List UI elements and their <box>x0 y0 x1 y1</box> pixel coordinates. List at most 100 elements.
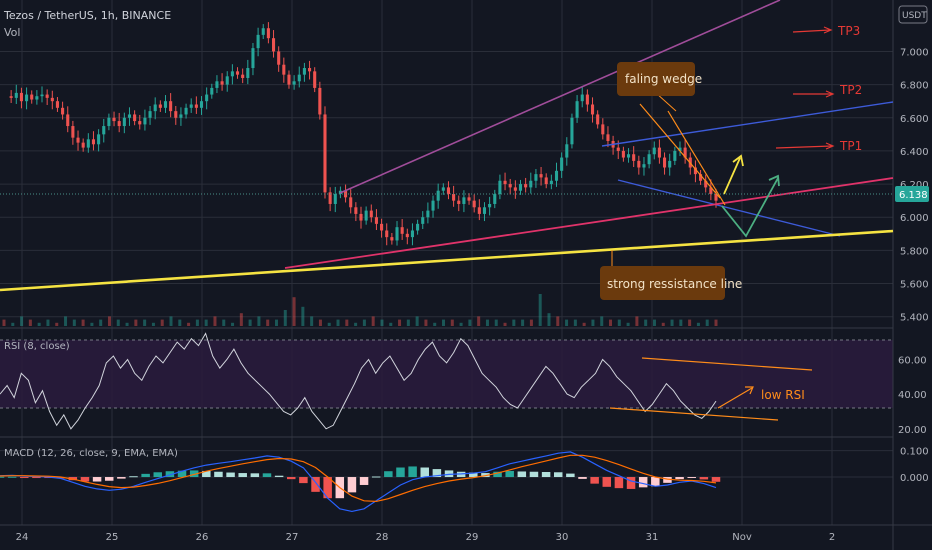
candle-body <box>189 104 193 108</box>
macd-tick-label: 0.000 <box>900 473 929 484</box>
volume-bar <box>600 316 604 326</box>
candle-body <box>416 223 420 231</box>
projection-arrow-yellow[interactable] <box>723 157 741 195</box>
macd-hist-bar <box>92 477 102 482</box>
volume-bar <box>459 322 463 326</box>
volume-bar <box>389 322 393 326</box>
time-tick-label: 25 <box>106 532 119 543</box>
rsi-divergence-lower[interactable] <box>609 407 779 421</box>
blue-channel-upper[interactable] <box>601 101 894 147</box>
time-tick-label: 2 <box>829 532 835 543</box>
resistance-label: strong ressistance line <box>607 277 742 291</box>
tp2-label: TP2 <box>839 83 862 97</box>
macd-hist-bar <box>274 475 284 478</box>
volume-bar <box>231 322 235 326</box>
candle-body <box>153 104 157 112</box>
resistance-label-box[interactable] <box>600 266 725 300</box>
price-axis[interactable]: 7.000 6.800 6.600 6.400 6.200 6.000 5.800 5.600… <box>900 47 929 323</box>
volume-bar <box>37 322 41 326</box>
candle-body <box>333 194 337 204</box>
macd-hist-bar <box>238 473 247 478</box>
yellow-resistance-line[interactable] <box>0 229 894 292</box>
volume-bar <box>46 319 50 326</box>
tp3-arrow[interactable] <box>792 29 831 33</box>
blue-channel-lower[interactable] <box>617 179 841 237</box>
macd-axis[interactable]: 0.100 0.000 <box>900 447 929 484</box>
macd-hist-bar <box>129 476 138 478</box>
wedge-label-box[interactable] <box>617 62 695 96</box>
rsi-tick-label: 40.00 <box>898 390 927 401</box>
macd-hist-bar <box>117 477 126 479</box>
price-tick-label: 6.600 <box>900 114 929 125</box>
macd-hist-bar <box>347 477 357 493</box>
volume-bar <box>90 322 94 326</box>
volume-bar <box>222 319 226 326</box>
currency-badge-box[interactable] <box>898 5 928 24</box>
pink-trend-line[interactable] <box>284 177 894 269</box>
volume-bar <box>503 322 507 326</box>
macd-hist-bar <box>505 470 514 478</box>
candle-body <box>626 154 631 158</box>
candle-body <box>488 203 492 208</box>
projection-path-green[interactable] <box>721 177 779 238</box>
macd-hist-bar <box>165 471 175 478</box>
wedge-upper-line[interactable] <box>639 103 721 199</box>
volume-bar <box>582 322 586 326</box>
macd-hist-bar <box>408 466 417 478</box>
macd-hist-bar <box>651 477 660 487</box>
candle-body <box>112 117 116 122</box>
volume-bar <box>81 319 85 326</box>
projection-arrowhead-yellow <box>732 154 744 167</box>
macd-hist-bar <box>699 477 709 480</box>
candle-body <box>25 94 29 102</box>
candle-body <box>539 174 543 178</box>
tp3-arrowhead <box>823 26 833 34</box>
volume-bar <box>635 316 639 326</box>
low-rsi-arrow[interactable] <box>717 387 753 409</box>
candle-body <box>585 94 589 105</box>
rsi-title[interactable]: RSI (8, close) <box>4 341 70 352</box>
time-tick-label: Nov <box>732 532 752 543</box>
candle-body <box>621 150 625 158</box>
macd-hist-bar <box>20 477 29 479</box>
candle-body <box>601 124 605 135</box>
macd-hist-bar <box>287 477 296 480</box>
wedge-lower-line[interactable] <box>667 110 726 206</box>
candle-body <box>14 92 18 98</box>
macd-title[interactable]: MACD (12, 26, close, 9, EMA, EMA) <box>4 448 178 459</box>
volume-bar <box>617 319 621 326</box>
candle-body <box>127 114 132 118</box>
symbol-title[interactable]: Tezos / TetherUS, 1h, BINANCE <box>3 9 171 22</box>
volume-bar <box>266 319 270 326</box>
candle-body <box>637 160 641 168</box>
candle-body <box>66 114 70 127</box>
time-tick-label: 31 <box>646 532 659 543</box>
candle-body <box>9 96 13 98</box>
candle-body <box>205 94 209 102</box>
volume-bar <box>705 319 709 326</box>
rsi-divergence-upper[interactable] <box>641 357 813 371</box>
candle-body <box>359 213 363 221</box>
macd-hist-bar <box>56 477 65 479</box>
candle-body <box>256 34 260 49</box>
candle-body <box>580 94 584 102</box>
volume-bar <box>688 319 692 326</box>
candle-body <box>86 139 90 148</box>
candle-body <box>251 48 255 69</box>
candle-body <box>287 74 291 85</box>
rsi-line <box>0 332 717 430</box>
time-axis[interactable]: 24 25 26 27 28 29 30 31 Nov 2 <box>16 532 836 543</box>
candlestick-series <box>9 22 718 246</box>
rsi-axis[interactable]: 60.00 40.00 20.00 <box>898 355 927 435</box>
candle-body <box>246 68 250 78</box>
purple-channel-line[interactable] <box>339 0 781 194</box>
price-tick-label: 6.000 <box>900 213 929 224</box>
tp1-arrow[interactable] <box>775 145 833 149</box>
volume-bar <box>485 319 489 326</box>
drawings <box>0 0 894 292</box>
candle-body <box>364 210 368 221</box>
macd-hist-bar <box>323 477 332 499</box>
volume-bar <box>556 316 560 326</box>
time-tick-label: 28 <box>376 532 389 543</box>
